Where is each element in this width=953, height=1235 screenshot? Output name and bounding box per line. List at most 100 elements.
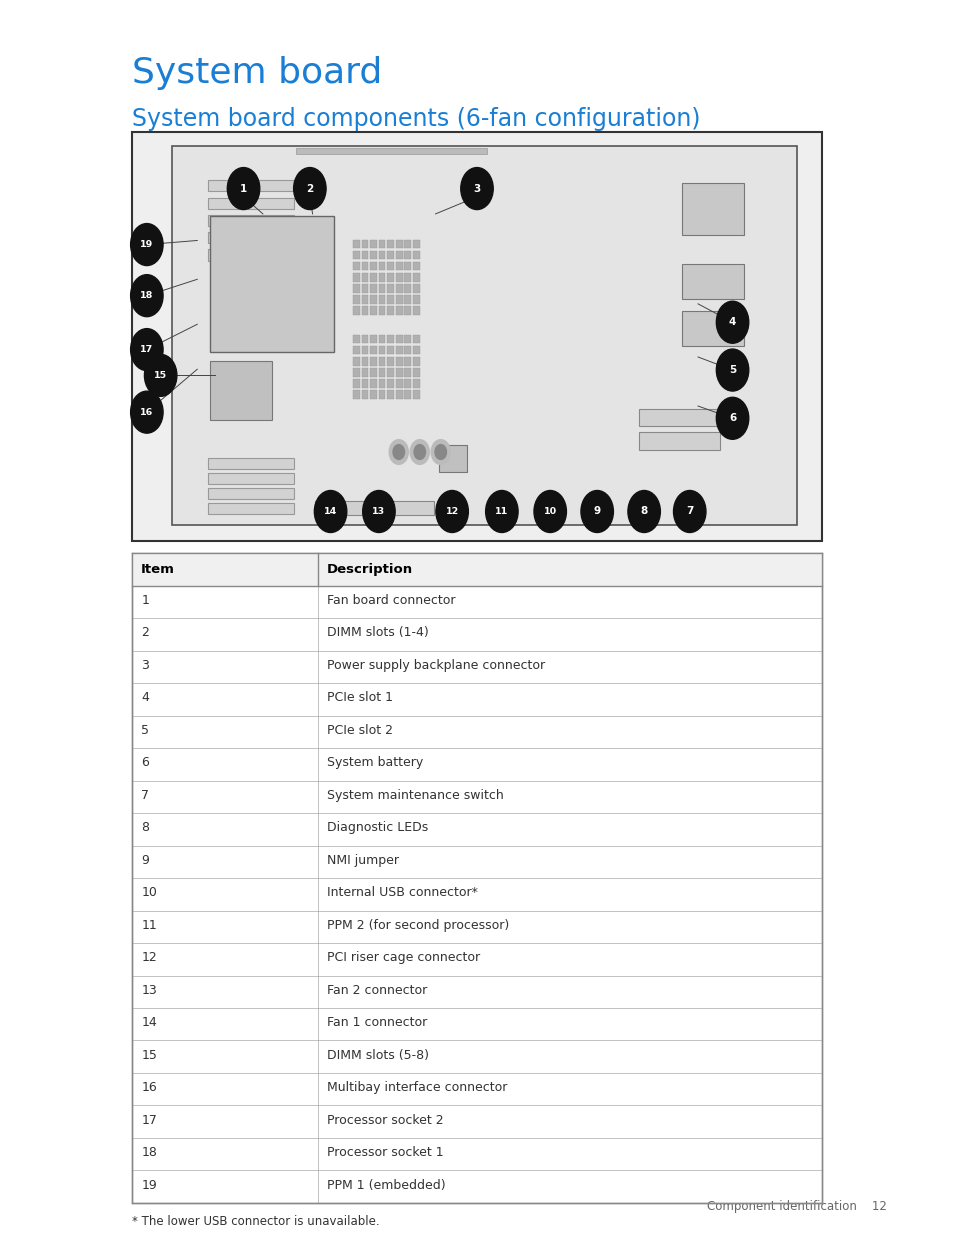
- FancyBboxPatch shape: [387, 273, 394, 282]
- Text: PCI riser cage connector: PCI riser cage connector: [327, 951, 480, 965]
- FancyBboxPatch shape: [395, 262, 402, 270]
- Text: 12: 12: [445, 508, 458, 516]
- Text: Processor socket 2: Processor socket 2: [327, 1114, 443, 1126]
- FancyBboxPatch shape: [378, 240, 385, 248]
- Circle shape: [131, 329, 163, 370]
- FancyBboxPatch shape: [353, 240, 359, 248]
- Text: 6: 6: [141, 756, 149, 769]
- Text: 8: 8: [639, 506, 647, 516]
- FancyBboxPatch shape: [395, 284, 402, 293]
- Circle shape: [485, 490, 517, 532]
- FancyBboxPatch shape: [353, 346, 359, 354]
- FancyBboxPatch shape: [370, 262, 376, 270]
- FancyBboxPatch shape: [370, 346, 376, 354]
- Circle shape: [131, 224, 163, 266]
- Text: 12: 12: [141, 951, 157, 965]
- FancyBboxPatch shape: [413, 357, 419, 366]
- FancyBboxPatch shape: [404, 306, 411, 315]
- FancyBboxPatch shape: [413, 251, 419, 259]
- Text: 15: 15: [154, 370, 167, 380]
- Circle shape: [534, 490, 566, 532]
- FancyBboxPatch shape: [208, 458, 294, 469]
- FancyBboxPatch shape: [395, 357, 402, 366]
- Text: Item: Item: [141, 563, 175, 576]
- FancyBboxPatch shape: [361, 284, 368, 293]
- FancyBboxPatch shape: [370, 284, 376, 293]
- Text: 3: 3: [141, 658, 149, 672]
- FancyBboxPatch shape: [378, 306, 385, 315]
- FancyBboxPatch shape: [353, 251, 359, 259]
- FancyBboxPatch shape: [395, 240, 402, 248]
- Text: 4: 4: [141, 692, 149, 704]
- Circle shape: [436, 490, 468, 532]
- FancyBboxPatch shape: [413, 262, 419, 270]
- FancyBboxPatch shape: [404, 390, 411, 399]
- Text: System board components (6-fan configuration): System board components (6-fan configura…: [132, 107, 700, 131]
- FancyBboxPatch shape: [438, 445, 467, 472]
- FancyBboxPatch shape: [210, 361, 272, 420]
- FancyBboxPatch shape: [210, 216, 334, 352]
- FancyBboxPatch shape: [413, 368, 419, 377]
- Circle shape: [627, 490, 659, 532]
- FancyBboxPatch shape: [370, 295, 376, 304]
- Text: 17: 17: [140, 345, 153, 354]
- FancyBboxPatch shape: [413, 284, 419, 293]
- FancyBboxPatch shape: [208, 232, 294, 243]
- FancyBboxPatch shape: [404, 346, 411, 354]
- FancyBboxPatch shape: [387, 346, 394, 354]
- Text: 19: 19: [140, 240, 153, 249]
- FancyBboxPatch shape: [208, 180, 294, 191]
- Text: 13: 13: [372, 508, 385, 516]
- FancyBboxPatch shape: [361, 390, 368, 399]
- Circle shape: [144, 354, 176, 396]
- FancyBboxPatch shape: [378, 284, 385, 293]
- Circle shape: [410, 440, 429, 464]
- FancyBboxPatch shape: [353, 335, 359, 343]
- Circle shape: [362, 490, 395, 532]
- Text: System board: System board: [132, 56, 381, 90]
- FancyBboxPatch shape: [132, 132, 821, 541]
- Text: 2: 2: [141, 626, 149, 640]
- FancyBboxPatch shape: [172, 146, 796, 525]
- FancyBboxPatch shape: [387, 357, 394, 366]
- Text: 18: 18: [140, 291, 153, 300]
- FancyBboxPatch shape: [378, 357, 385, 366]
- FancyBboxPatch shape: [387, 379, 394, 388]
- FancyBboxPatch shape: [395, 295, 402, 304]
- FancyBboxPatch shape: [361, 306, 368, 315]
- FancyBboxPatch shape: [361, 368, 368, 377]
- FancyBboxPatch shape: [404, 357, 411, 366]
- Text: 16: 16: [140, 408, 153, 416]
- FancyBboxPatch shape: [378, 295, 385, 304]
- FancyBboxPatch shape: [361, 262, 368, 270]
- FancyBboxPatch shape: [361, 240, 368, 248]
- FancyBboxPatch shape: [413, 240, 419, 248]
- FancyBboxPatch shape: [361, 335, 368, 343]
- FancyBboxPatch shape: [208, 503, 294, 514]
- FancyBboxPatch shape: [387, 368, 394, 377]
- FancyBboxPatch shape: [639, 409, 720, 426]
- FancyBboxPatch shape: [370, 368, 376, 377]
- Text: 18: 18: [141, 1146, 157, 1160]
- Text: System maintenance switch: System maintenance switch: [327, 789, 503, 802]
- FancyBboxPatch shape: [681, 311, 743, 346]
- FancyBboxPatch shape: [378, 262, 385, 270]
- FancyBboxPatch shape: [387, 284, 394, 293]
- Text: Diagnostic LEDs: Diagnostic LEDs: [327, 821, 428, 835]
- Circle shape: [716, 398, 748, 440]
- Text: 3: 3: [473, 184, 480, 194]
- FancyBboxPatch shape: [353, 273, 359, 282]
- Text: 11: 11: [495, 508, 508, 516]
- Text: Processor socket 1: Processor socket 1: [327, 1146, 443, 1160]
- Text: 6: 6: [728, 414, 736, 424]
- FancyBboxPatch shape: [404, 240, 411, 248]
- FancyBboxPatch shape: [314, 501, 434, 515]
- FancyBboxPatch shape: [378, 379, 385, 388]
- Circle shape: [460, 168, 493, 210]
- Text: 14: 14: [141, 1016, 157, 1029]
- Text: 4: 4: [728, 317, 736, 327]
- FancyBboxPatch shape: [413, 379, 419, 388]
- FancyBboxPatch shape: [208, 215, 294, 226]
- FancyBboxPatch shape: [370, 240, 376, 248]
- FancyBboxPatch shape: [361, 346, 368, 354]
